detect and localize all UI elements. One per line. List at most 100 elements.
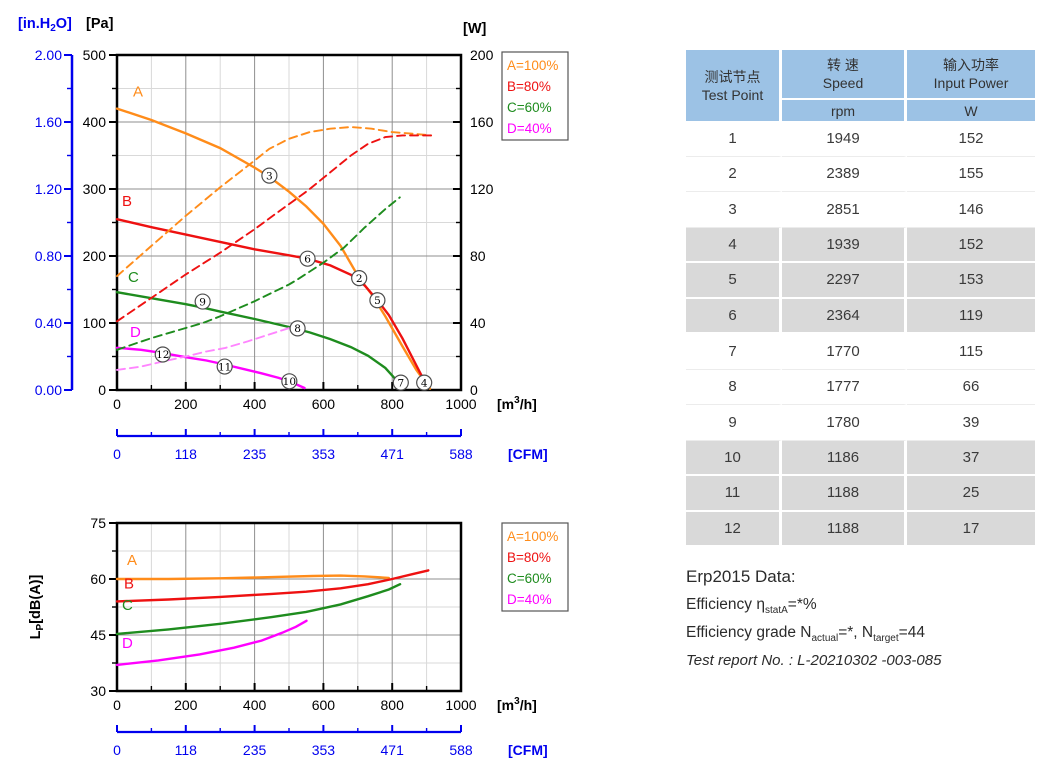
noise-y-axis-label: LP[dB(A)] (28, 575, 46, 640)
series-C-noise (115, 582, 402, 636)
right-column: 测试节点 Test Point 转 速 Speed 输入功率 Input Pow… (686, 50, 1036, 669)
svg-text:[m3/h]: [m3/h] (497, 696, 537, 713)
table-cell-point: 6 (686, 298, 782, 334)
svg-text:100: 100 (83, 315, 107, 331)
table-cell-point: 9 (686, 405, 782, 441)
svg-text:B: B (124, 575, 134, 592)
svg-text:5: 5 (374, 295, 381, 307)
svg-text:0: 0 (113, 697, 121, 713)
table-row: 4 1939 152 (686, 227, 1035, 263)
svg-text:500: 500 (83, 47, 107, 63)
svg-text:118: 118 (175, 446, 198, 462)
header-test-point-en: Test Point (701, 86, 764, 103)
table-cell-rpm: 2389 (782, 156, 907, 192)
svg-text:0: 0 (113, 396, 121, 412)
svg-text:0: 0 (113, 742, 121, 758)
series-D-pressure (115, 346, 306, 390)
svg-text:11: 11 (218, 361, 231, 373)
svg-text:0.80: 0.80 (35, 248, 62, 264)
svg-text:LP[dB(A)]: LP[dB(A)] (28, 575, 46, 640)
svg-text:200: 200 (174, 396, 198, 412)
svg-text:118: 118 (175, 742, 198, 758)
svg-text:[W]: [W] (463, 21, 487, 37)
svg-text:C=60%: C=60% (507, 571, 552, 586)
table-cell-w: 119 (907, 298, 1035, 334)
series-A-noise (115, 574, 390, 581)
marker-point-12: 12 (154, 346, 171, 363)
noise-chart: 30 45 60 75 0 200 400 600 800 1000 [m3/h] 0 118 235 35… (28, 515, 569, 758)
table-row: 8 1777 66 (686, 369, 1035, 405)
svg-text:120: 120 (470, 181, 494, 197)
table-cell-rpm: 2297 (782, 263, 907, 299)
svg-text:2: 2 (356, 273, 363, 285)
series-D-power (116, 322, 306, 371)
erp-efficiency-sub: statA (764, 605, 788, 617)
table-cell-rpm: 1186 (782, 440, 907, 476)
svg-text:353: 353 (312, 446, 336, 462)
table-cell-w: 152 (907, 121, 1035, 157)
table-row: 5 2297 153 (686, 263, 1035, 299)
svg-text:471: 471 (381, 742, 405, 758)
svg-text:A=100%: A=100% (507, 529, 558, 544)
table-cell-w: 155 (907, 156, 1035, 192)
table-cell-w: 37 (907, 440, 1035, 476)
table-cell-w: 153 (907, 263, 1035, 299)
svg-text:D: D (130, 324, 141, 341)
svg-text:D=40%: D=40% (507, 592, 552, 607)
table-row: 9 1780 39 (686, 405, 1035, 441)
svg-text:0: 0 (113, 446, 121, 462)
svg-text:0: 0 (470, 382, 478, 398)
erp-efficiency-post: =*% (787, 596, 817, 613)
svg-text:0.40: 0.40 (35, 315, 62, 331)
series-B-noise (115, 569, 430, 603)
table-row: 3 2851 146 (686, 192, 1035, 228)
svg-text:[Pa]: [Pa] (86, 16, 114, 32)
svg-text:588: 588 (449, 742, 473, 758)
marker-point-9: 9 (194, 293, 211, 310)
svg-text:600: 600 (312, 697, 336, 713)
marker-point-5: 5 (369, 292, 386, 309)
erp-efficiency-pre: Efficiency η (686, 596, 765, 613)
svg-text:7: 7 (397, 377, 404, 389)
svg-text:800: 800 (381, 697, 405, 713)
table-cell-w: 39 (907, 405, 1035, 441)
legend: A=100% B=80% C=60% D=40% (501, 51, 569, 141)
svg-text:235: 235 (243, 446, 267, 462)
svg-text:12: 12 (156, 349, 169, 361)
svg-text:235: 235 (243, 742, 267, 758)
svg-text:8: 8 (294, 323, 301, 335)
svg-text:1000: 1000 (445, 697, 476, 713)
marker-point-8: 8 (289, 320, 306, 337)
svg-text:300: 300 (83, 181, 107, 197)
svg-text:6: 6 (304, 253, 311, 265)
svg-text:1.60: 1.60 (35, 114, 62, 130)
header-input-power-zh: 输入功率 (943, 57, 999, 73)
table-cell-rpm: 1770 (782, 334, 907, 370)
svg-text:400: 400 (243, 697, 267, 713)
svg-text:B: B (122, 193, 132, 210)
table-cell-rpm: 2364 (782, 298, 907, 334)
table-cell-rpm: 1939 (782, 227, 907, 263)
series-B-power (116, 134, 433, 323)
svg-text:400: 400 (83, 114, 107, 130)
table-row: 6 2364 119 (686, 298, 1035, 334)
series-D-noise (115, 619, 308, 667)
table-row: 10 1186 37 (686, 440, 1035, 476)
svg-text:D=40%: D=40% (507, 121, 552, 136)
erp-data-block: Erp2015 Data: Efficiency ηstatA=*% Effic… (686, 567, 1036, 669)
svg-text:40: 40 (470, 315, 486, 331)
erp-grade-post: =44 (898, 624, 925, 642)
svg-text:B=80%: B=80% (507, 550, 551, 565)
test-point-table: 测试节点 Test Point 转 速 Speed 输入功率 Input Pow… (686, 50, 1035, 547)
svg-text:[m3/h]: [m3/h] (497, 395, 537, 412)
svg-text:4: 4 (421, 377, 428, 389)
legend: A=100% B=80% C=60% D=40% (501, 522, 569, 612)
table-row: 2 2389 155 (686, 156, 1035, 192)
erp-efficiency-line: Efficiency ηstatA=*% (686, 596, 1036, 616)
series-A-power (116, 126, 433, 278)
erp-grade-sub1: actual (811, 633, 839, 645)
header-test-point-zh: 测试节点 (704, 68, 761, 85)
svg-text:0.00: 0.00 (35, 382, 62, 398)
table-cell-point: 3 (686, 192, 782, 228)
